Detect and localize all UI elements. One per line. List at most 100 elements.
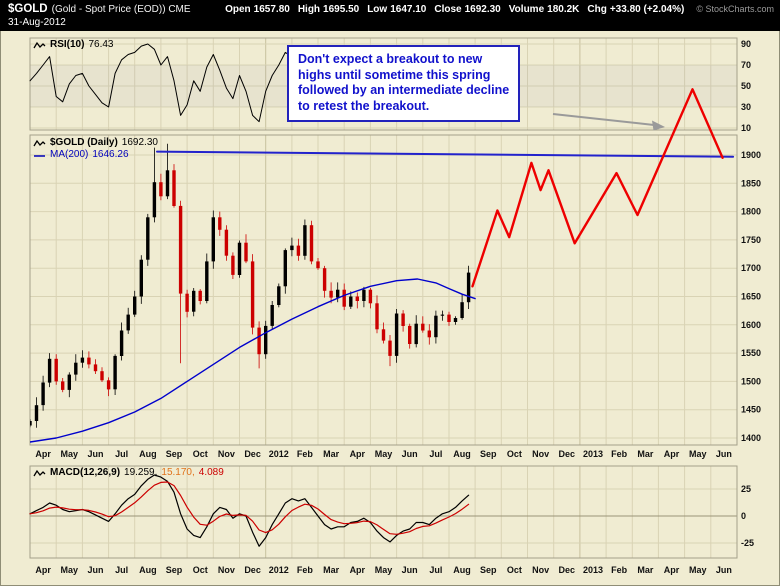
month-label-bottom: Feb xyxy=(611,565,628,575)
month-label-bottom: Dec xyxy=(559,565,576,575)
ma-squiggle-icon xyxy=(33,151,46,160)
open-value: 1657.80 xyxy=(253,4,290,15)
ma200-line xyxy=(30,278,476,443)
change-label: Chg xyxy=(587,4,607,15)
month-label: May xyxy=(689,449,707,459)
close-value: 1692.30 xyxy=(464,4,501,15)
month-label-bottom: Sep xyxy=(480,565,497,575)
month-label: Feb xyxy=(297,449,314,459)
month-label: 2012 xyxy=(269,449,289,459)
low-value: 1647.10 xyxy=(390,4,427,15)
month-label-bottom: Sep xyxy=(166,565,183,575)
month-label: Jul xyxy=(115,449,128,459)
month-label-bottom: Oct xyxy=(193,565,208,575)
month-label: Sep xyxy=(166,449,183,459)
ma-legend: MA(200) 1646.26 xyxy=(33,150,129,160)
header-row-date: 31-Aug-2012 xyxy=(0,15,780,28)
month-label-bottom: Jun xyxy=(716,565,732,575)
resistance-trendline xyxy=(156,150,735,158)
price-legend: $GOLD (Daily) 1692.30 xyxy=(33,138,158,148)
price-tick-label: 1600 xyxy=(741,320,761,330)
month-label: Dec xyxy=(244,449,261,459)
month-label-bottom: Nov xyxy=(218,565,235,575)
month-label: Apr xyxy=(350,449,366,459)
stockcharts-credit-link[interactable]: © StockCharts.com xyxy=(696,4,774,14)
month-label: Apr xyxy=(664,449,680,459)
macd-squiggle-icon xyxy=(33,469,46,478)
change-value: +33.80 (+2.04%) xyxy=(609,4,685,15)
rsi-legend: RSI(10) 76.43 xyxy=(33,40,113,50)
month-label-bottom: Feb xyxy=(297,565,314,575)
panel-borders xyxy=(29,37,738,559)
month-label: Jul xyxy=(429,449,442,459)
chart-date: 31-Aug-2012 xyxy=(8,17,66,28)
price-tick-label: 1900 xyxy=(741,150,761,160)
macd-tick-label: 25 xyxy=(741,484,751,494)
month-label-bottom: Mar xyxy=(637,565,654,575)
month-label-bottom: Nov xyxy=(532,565,549,575)
month-label-bottom: Aug xyxy=(139,565,157,575)
annotation-line: to retest the breakout. xyxy=(298,98,430,113)
month-label: Aug xyxy=(139,449,157,459)
rsi-tick-label: 50 xyxy=(741,81,751,91)
month-label-bottom: Apr xyxy=(35,565,51,575)
month-label-bottom: Apr xyxy=(664,565,680,575)
low-label: Low xyxy=(367,4,388,15)
month-label-bottom: Mar xyxy=(323,565,340,575)
price-tick-label: 1550 xyxy=(741,348,761,358)
month-label: Oct xyxy=(193,449,208,459)
month-label-bottom: Jun xyxy=(87,565,103,575)
rsi-tick-label: 10 xyxy=(741,123,751,133)
rsi-label: RSI(10) xyxy=(50,39,85,50)
rsi-squiggle-icon xyxy=(33,41,46,50)
price-tick-label: 1650 xyxy=(741,292,761,302)
macd-lines xyxy=(29,474,470,547)
annotation-arrow xyxy=(552,113,665,131)
macd-line-value: 19.259, xyxy=(124,467,158,478)
month-label: Nov xyxy=(532,449,549,459)
month-label-bottom: May xyxy=(689,565,707,575)
volume-value: 180.2K xyxy=(547,4,580,15)
axis-labels: 1900 1850 1800 1750 1700 1650 1600 1550 1500 1450… xyxy=(35,39,761,575)
candlesticks xyxy=(30,143,471,428)
month-label-bottom: Jun xyxy=(402,565,418,575)
rsi-value: 76.43 xyxy=(88,39,114,50)
price-tick-label: 1850 xyxy=(741,178,761,188)
macd-signal-value: 15.170, xyxy=(161,467,195,478)
price-value: 1692.30 xyxy=(121,137,158,148)
price-tick-label: 1700 xyxy=(741,263,761,273)
annotation-callout: Don't expect a breakout to new highs unt… xyxy=(287,45,521,122)
month-label: Apr xyxy=(35,449,51,459)
price-tick-label: 1500 xyxy=(741,376,761,386)
price-squiggle-icon xyxy=(33,139,46,148)
month-label: Jun xyxy=(716,449,732,459)
macd-label: MACD(12,26,9) xyxy=(50,467,121,478)
close-label: Close xyxy=(434,4,462,15)
forecast-projection-line xyxy=(471,88,724,288)
ticker-symbol: $GOLD xyxy=(8,3,48,15)
ticker-description: (Gold - Spot Price (EOD)) CME xyxy=(51,4,191,15)
month-label-bottom: May xyxy=(375,565,393,575)
rsi-tick-label: 30 xyxy=(741,102,751,112)
volume-label: Volume xyxy=(508,4,545,15)
month-label: Aug xyxy=(453,449,471,459)
month-label-bottom: Aug xyxy=(453,565,471,575)
month-label-bottom: Oct xyxy=(507,565,522,575)
month-label: Dec xyxy=(559,449,576,459)
chart-header: $GOLD (Gold - Spot Price (EOD)) CME Open… xyxy=(0,0,780,31)
price-tick-label: 1450 xyxy=(741,405,761,415)
month-label: May xyxy=(375,449,393,459)
month-label: Mar xyxy=(637,449,654,459)
macd-tick-label: 0 xyxy=(741,511,746,521)
high-value: 1695.50 xyxy=(323,4,360,15)
month-label: 2013 xyxy=(583,449,603,459)
month-label: Feb xyxy=(611,449,628,459)
high-label: High xyxy=(297,4,321,15)
macd-legend: MACD(12,26,9) 19.259, 15.170, 4.089 xyxy=(33,468,224,478)
annotation-line: followed by an intermediate decline xyxy=(298,83,510,98)
macd-tick-label: -25 xyxy=(741,538,754,548)
month-label-bottom: Dec xyxy=(244,565,261,575)
open-label: Open xyxy=(225,4,251,15)
header-row-quote: $GOLD (Gold - Spot Price (EOD)) CME Open… xyxy=(0,0,780,15)
month-label: Nov xyxy=(218,449,235,459)
